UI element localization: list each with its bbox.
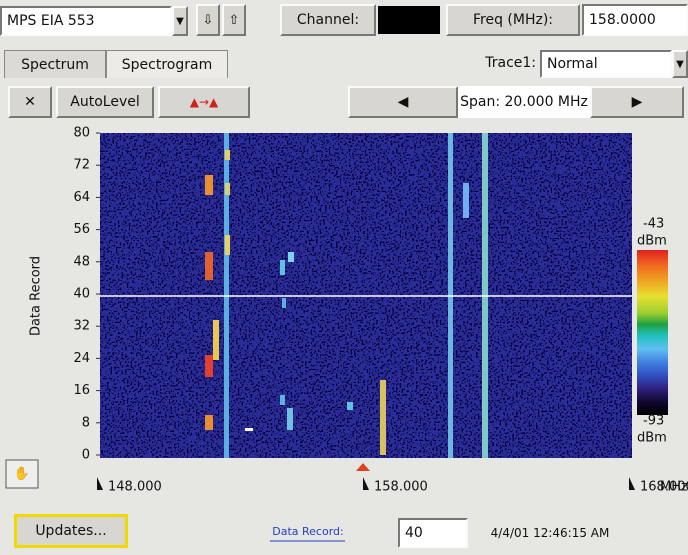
channel-button[interactable]: Channel: [280, 4, 376, 36]
standard-select[interactable]: MPS EIA 553 [0, 6, 172, 36]
y-tick-label: 72 [73, 158, 90, 173]
y-tick-label: 56 [73, 222, 90, 237]
prev-button[interactable]: ◀ [348, 86, 458, 118]
dropdown-arrow[interactable]: ▼ [672, 50, 688, 78]
colorbar [637, 250, 668, 415]
colorbar-max: -43 [643, 217, 664, 232]
x-tick [363, 477, 369, 490]
trace-select[interactable]: Normal [540, 50, 672, 78]
x-tick [97, 477, 103, 490]
data-record-link[interactable]: Data Record: [268, 520, 348, 542]
close-button[interactable]: ✕ [8, 86, 52, 118]
span-display: Span: 20.000 MHz [458, 86, 590, 118]
marker [356, 463, 370, 471]
spectrogram-canvas: Data Record MHz -43 dBm -93 dBm ✋ 081624… [0, 0, 688, 555]
y-tick-label: 24 [73, 351, 90, 366]
y-tick-label: 48 [73, 254, 90, 269]
colorbar-unit: dBm [637, 431, 667, 446]
icon-button[interactable]: ⇧ [222, 4, 246, 36]
x-tick [629, 477, 635, 490]
freq-button[interactable]: Freq (MHz): [446, 4, 580, 36]
y-axis-label: Data Record [29, 256, 44, 336]
y-tick-label: 64 [73, 190, 90, 205]
trace-label: Trace1: [460, 50, 536, 76]
updates-button[interactable]: Updates... [14, 514, 128, 548]
tab[interactable]: Spectrogram [106, 50, 228, 78]
x-tick-label: 168.000 [640, 480, 688, 495]
x-tick-label: 148.000 [108, 480, 162, 495]
channel-display [378, 6, 440, 34]
y-tick-label: 40 [73, 287, 90, 302]
x-tick-label: 158.000 [374, 480, 428, 495]
marker-button[interactable]: ▲→▲ [158, 86, 250, 118]
autolevel-button[interactable]: AutoLevel [56, 86, 154, 118]
data-record-input[interactable]: 40 [398, 518, 468, 548]
colorbar-unit: dBm [637, 234, 667, 249]
freq-input[interactable]: 158.0000 [582, 4, 688, 36]
analyzer-window: Data Record MHz -43 dBm -93 dBm ✋ 081624… [0, 0, 688, 555]
y-tick-label: 16 [73, 383, 90, 398]
y-tick-label: 0 [82, 448, 90, 463]
dropdown-arrow[interactable]: ▼ [172, 6, 188, 36]
y-tick-label: 8 [82, 415, 90, 430]
tab[interactable]: Spectrum [4, 50, 106, 78]
timestamp: 4/4/01 12:46:15 AM [480, 518, 620, 548]
hand-icon: ✋ [14, 466, 30, 482]
y-tick-label: 80 [73, 126, 90, 141]
icon-button[interactable]: ⇩ [196, 4, 220, 36]
colorbar-min: -93 [643, 414, 664, 429]
y-tick-label: 32 [73, 319, 90, 334]
next-button[interactable]: ▶ [590, 86, 684, 118]
